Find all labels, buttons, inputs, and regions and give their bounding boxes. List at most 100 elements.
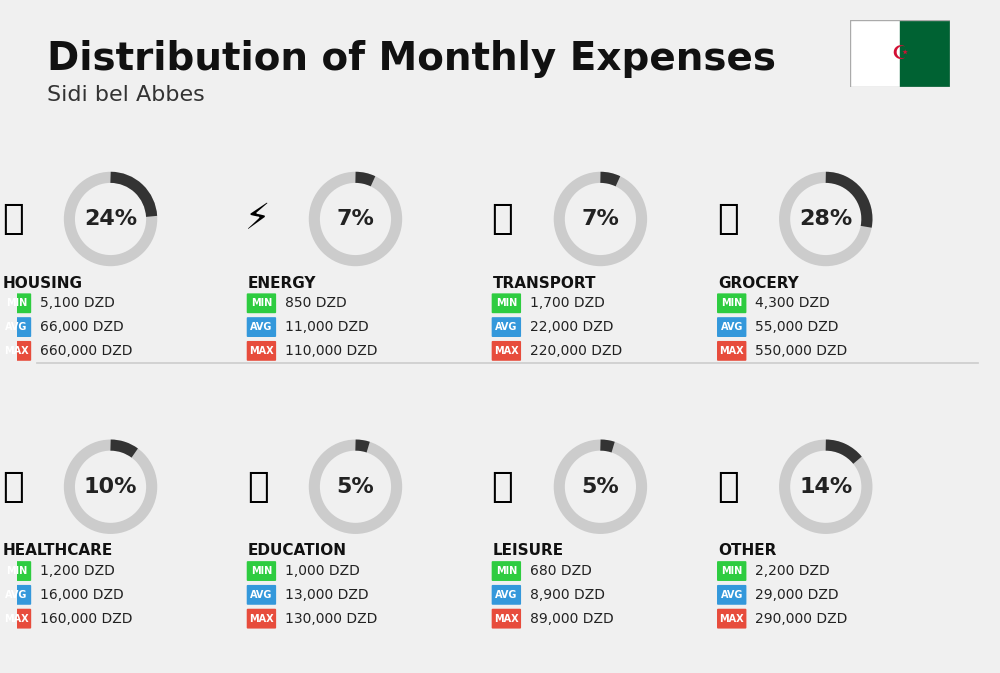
Text: MAX: MAX xyxy=(719,346,744,356)
Text: 850 DZD: 850 DZD xyxy=(285,296,347,310)
Text: 1,700 DZD: 1,700 DZD xyxy=(530,296,605,310)
FancyBboxPatch shape xyxy=(247,293,276,313)
Text: AVG: AVG xyxy=(721,322,743,332)
Text: AVG: AVG xyxy=(5,590,28,600)
Text: HEALTHCARE: HEALTHCARE xyxy=(3,543,113,559)
Text: Distribution of Monthly Expenses: Distribution of Monthly Expenses xyxy=(47,40,776,79)
Text: MAX: MAX xyxy=(494,346,519,356)
FancyBboxPatch shape xyxy=(247,561,276,581)
Text: 7%: 7% xyxy=(581,209,619,229)
FancyBboxPatch shape xyxy=(492,585,521,605)
Text: 5,100 DZD: 5,100 DZD xyxy=(40,296,115,310)
Text: MIN: MIN xyxy=(251,298,272,308)
Text: Sidi bel Abbes: Sidi bel Abbes xyxy=(47,85,205,105)
FancyBboxPatch shape xyxy=(2,341,31,361)
FancyBboxPatch shape xyxy=(2,293,31,313)
Text: 8,900 DZD: 8,900 DZD xyxy=(530,588,605,602)
Text: MIN: MIN xyxy=(251,566,272,576)
Text: 66,000 DZD: 66,000 DZD xyxy=(40,320,124,334)
Text: GROCERY: GROCERY xyxy=(718,275,799,291)
Text: 550,000 DZD: 550,000 DZD xyxy=(755,344,847,358)
Text: 🏥: 🏥 xyxy=(2,470,23,504)
Text: MIN: MIN xyxy=(496,566,517,576)
FancyBboxPatch shape xyxy=(247,341,276,361)
Text: OTHER: OTHER xyxy=(718,543,776,559)
Text: 660,000 DZD: 660,000 DZD xyxy=(40,344,132,358)
Text: MAX: MAX xyxy=(249,346,274,356)
Text: 13,000 DZD: 13,000 DZD xyxy=(285,588,369,602)
FancyBboxPatch shape xyxy=(247,585,276,605)
Text: 130,000 DZD: 130,000 DZD xyxy=(285,612,377,626)
Text: ☪: ☪ xyxy=(891,44,909,63)
FancyBboxPatch shape xyxy=(247,317,276,337)
Text: MIN: MIN xyxy=(6,298,27,308)
Text: MAX: MAX xyxy=(719,614,744,624)
Text: MIN: MIN xyxy=(6,566,27,576)
Text: 5%: 5% xyxy=(582,476,619,497)
FancyBboxPatch shape xyxy=(717,585,746,605)
Text: 22,000 DZD: 22,000 DZD xyxy=(530,320,613,334)
Text: 1,200 DZD: 1,200 DZD xyxy=(40,564,115,578)
Text: MIN: MIN xyxy=(496,298,517,308)
Text: 11,000 DZD: 11,000 DZD xyxy=(285,320,369,334)
FancyBboxPatch shape xyxy=(492,341,521,361)
Text: 220,000 DZD: 220,000 DZD xyxy=(530,344,622,358)
Text: 🏢: 🏢 xyxy=(2,202,23,236)
Text: HOUSING: HOUSING xyxy=(3,275,83,291)
Text: AVG: AVG xyxy=(250,590,273,600)
FancyBboxPatch shape xyxy=(717,317,746,337)
Text: 160,000 DZD: 160,000 DZD xyxy=(40,612,132,626)
Text: 55,000 DZD: 55,000 DZD xyxy=(755,320,839,334)
FancyBboxPatch shape xyxy=(2,609,31,629)
FancyBboxPatch shape xyxy=(492,609,521,629)
Text: MAX: MAX xyxy=(494,614,519,624)
FancyBboxPatch shape xyxy=(717,293,746,313)
Text: 🛒: 🛒 xyxy=(717,202,739,236)
Text: 24%: 24% xyxy=(84,209,137,229)
Text: MIN: MIN xyxy=(721,298,742,308)
Text: 1,000 DZD: 1,000 DZD xyxy=(285,564,360,578)
Text: ⚡: ⚡ xyxy=(245,202,270,236)
Text: AVG: AVG xyxy=(495,322,518,332)
Text: 290,000 DZD: 290,000 DZD xyxy=(755,612,848,626)
Text: 7%: 7% xyxy=(337,209,374,229)
Text: 4,300 DZD: 4,300 DZD xyxy=(755,296,830,310)
Text: AVG: AVG xyxy=(5,322,28,332)
Text: 110,000 DZD: 110,000 DZD xyxy=(285,344,377,358)
Text: 🛍: 🛍 xyxy=(492,470,513,504)
Text: 2,200 DZD: 2,200 DZD xyxy=(755,564,830,578)
Text: ENERGY: ENERGY xyxy=(248,275,316,291)
Text: AVG: AVG xyxy=(495,590,518,600)
Text: 5%: 5% xyxy=(337,476,374,497)
Bar xyxy=(850,20,900,87)
Text: 🎓: 🎓 xyxy=(247,470,268,504)
Text: 29,000 DZD: 29,000 DZD xyxy=(755,588,839,602)
Text: EDUCATION: EDUCATION xyxy=(248,543,347,559)
Text: MAX: MAX xyxy=(4,346,29,356)
Text: 89,000 DZD: 89,000 DZD xyxy=(530,612,614,626)
Text: 14%: 14% xyxy=(799,476,852,497)
Bar xyxy=(900,20,950,87)
FancyBboxPatch shape xyxy=(492,317,521,337)
Text: 🚌: 🚌 xyxy=(492,202,513,236)
FancyBboxPatch shape xyxy=(492,293,521,313)
Text: 680 DZD: 680 DZD xyxy=(530,564,592,578)
Text: TRANSPORT: TRANSPORT xyxy=(493,275,596,291)
Text: AVG: AVG xyxy=(721,590,743,600)
FancyBboxPatch shape xyxy=(717,609,746,629)
Text: AVG: AVG xyxy=(250,322,273,332)
Text: 28%: 28% xyxy=(799,209,852,229)
FancyBboxPatch shape xyxy=(717,561,746,581)
Text: 10%: 10% xyxy=(84,476,137,497)
Text: 👜: 👜 xyxy=(717,470,739,504)
Text: MIN: MIN xyxy=(721,566,742,576)
Text: MAX: MAX xyxy=(4,614,29,624)
FancyBboxPatch shape xyxy=(2,561,31,581)
Text: MAX: MAX xyxy=(249,614,274,624)
FancyBboxPatch shape xyxy=(247,609,276,629)
FancyBboxPatch shape xyxy=(492,561,521,581)
FancyBboxPatch shape xyxy=(717,341,746,361)
FancyBboxPatch shape xyxy=(2,585,31,605)
Text: 16,000 DZD: 16,000 DZD xyxy=(40,588,124,602)
FancyBboxPatch shape xyxy=(2,317,31,337)
